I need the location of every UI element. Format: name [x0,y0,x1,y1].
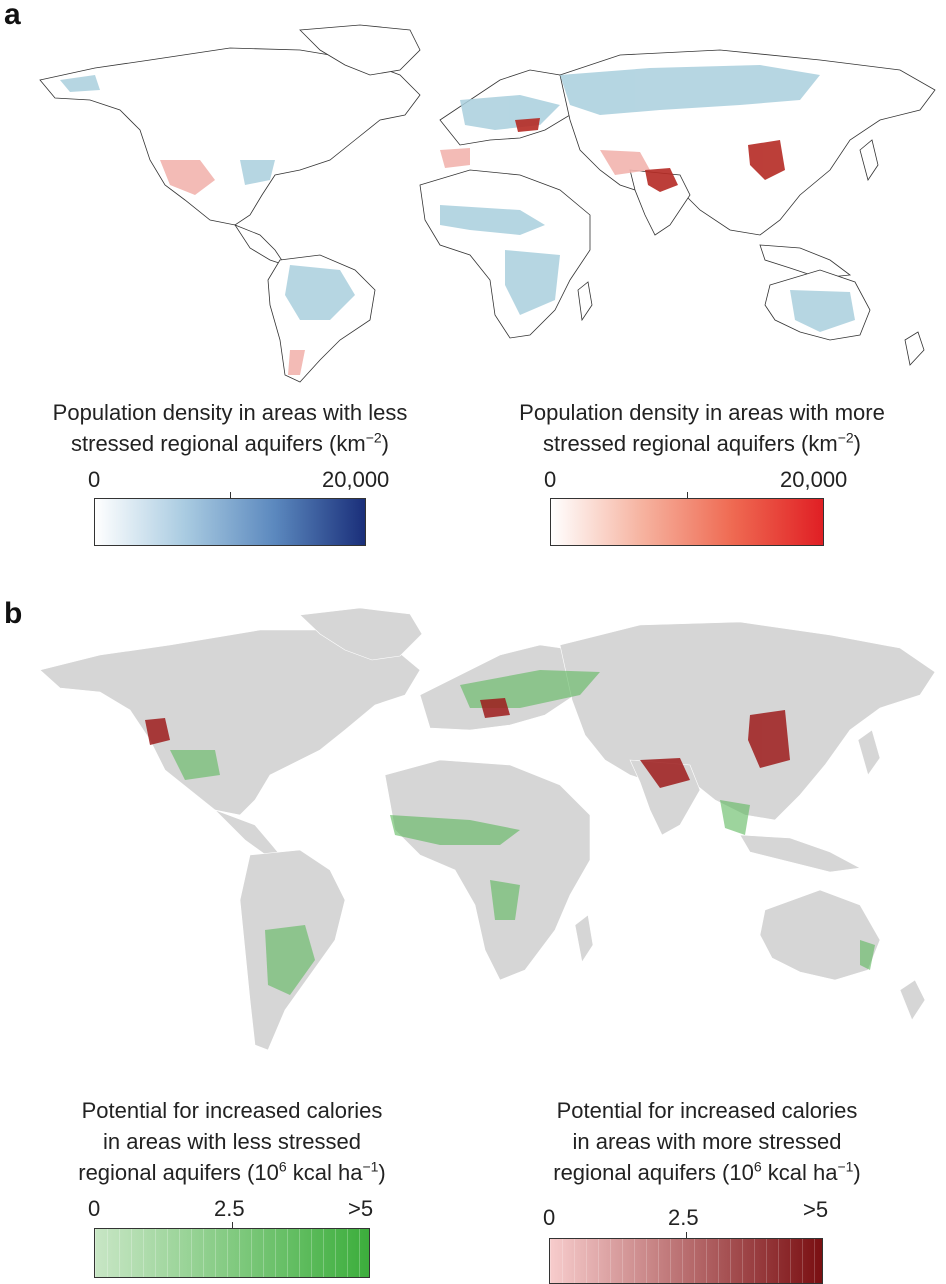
legend-b-more-tick-mid: 2.5 [668,1205,699,1230]
legend-a-more-title-line1: Population density in areas with more [519,400,885,425]
legend-b-more-title-exp1: 6 [753,1158,762,1175]
map-b-red-regions [145,698,790,788]
legend-b-more-tick-min: 0 [543,1205,556,1230]
legend-a-more-title-line2: stressed regional aquifers (km [543,431,838,456]
map-b-green-regions [170,670,875,995]
panel-b-label: b [4,597,23,630]
legend-b-less-tick-min: 0 [88,1196,101,1221]
legend-b-more-title-close: ) [853,1160,861,1185]
legend-b-less-title-line3-mid: kcal ha [286,1160,363,1185]
legend-a-more-colorbar [550,498,824,546]
legend-a-less-title-line2: stressed regional aquifers (km [71,431,366,456]
legend-a-less-title-line1: Population density in areas with less [52,400,408,425]
legend-a-less-tick-min: 0 [88,467,101,492]
legend-b-more-colorbar [549,1238,823,1284]
legend-b-more-title-exp2: −1 [837,1158,854,1175]
legend-a-less-title-exp: −2 [365,429,382,446]
map-a-blue-regions [60,65,855,332]
legend-b-more-tick-mid-mark [686,1232,687,1240]
legend-b-more-title-line2: in areas with more stressed [572,1129,842,1154]
legend-b-less-title-exp1: 6 [278,1158,287,1175]
legend-b-more-title-line3-mid: kcal ha [761,1160,838,1185]
legend-a-less-tick-max: 20,000 [322,467,390,492]
map-a-population-density [39,24,936,383]
legend-b-more-tick-max: >5 [803,1197,829,1222]
legend-b-less-title: Potential for increased calories in area… [12,1095,452,1188]
map-a-red-regions [160,148,650,375]
legend-b-more-title: Potential for increased calories in area… [472,1095,942,1188]
legend-a-more-tick-min: 0 [544,467,557,492]
legend-b-less-tick-mid-mark [232,1222,233,1230]
legend-b-less-colorbar [94,1228,370,1278]
panel-a-label: a [4,0,21,31]
legend-a-more-title: Population density in areas with more st… [470,397,934,459]
legend-b-less-title-close: ) [378,1160,386,1185]
legend-a-more-tick-max: 20,000 [780,467,848,492]
legend-b-less-title-exp2: −1 [362,1158,379,1175]
legend-a-more-title-close: ) [853,431,861,456]
map-b-calorie-potential [39,607,936,1051]
legend-a-more-title-exp: −2 [837,429,854,446]
legend-a-less-colorbar [94,498,366,546]
legend-b-more-title-line3-pre: regional aquifers (10 [553,1160,754,1185]
legend-b-less-title-line1: Potential for increased calories [81,1098,383,1123]
map-a-hotspots [515,118,785,192]
legend-a-less-tick-mid [230,492,231,500]
legend-b-less-title-line2: in areas with less stressed [103,1129,361,1154]
legend-b-less-tick-max: >5 [348,1196,374,1221]
legend-b-less-tick-mid: 2.5 [214,1196,245,1221]
legend-b-more-title-line1: Potential for increased calories [556,1098,858,1123]
legend-b-less-title-line3-pre: regional aquifers (10 [78,1160,279,1185]
legend-a-more-tick-mid [687,492,688,500]
legend-a-less-title: Population density in areas with less st… [10,397,450,459]
legend-a-less-title-close: ) [381,431,389,456]
